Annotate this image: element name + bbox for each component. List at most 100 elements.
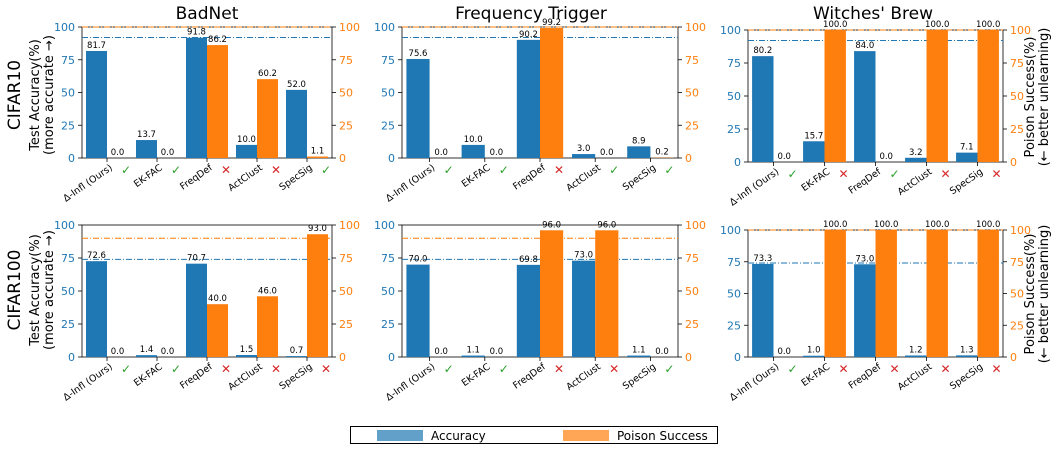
bar-poison <box>307 234 328 357</box>
y-left-tick-label: 100 <box>374 219 395 232</box>
bar-accuracy-value: 1.5 <box>240 345 254 355</box>
y-left-tick-label: 0 <box>68 152 75 165</box>
row-label-cifar10: CIFAR10 <box>5 60 25 130</box>
bar-poison-value: 96.0 <box>542 220 561 230</box>
bar-poison-value: 100.0 <box>925 220 949 230</box>
y-right-tick-label: 25 <box>685 318 699 331</box>
cross-icon: ✕ <box>838 167 848 181</box>
y-right-tick-label: 50 <box>1010 288 1024 301</box>
bar-accuracy-value: 10.0 <box>464 135 483 145</box>
y-right-tick-label: 100 <box>1010 224 1031 237</box>
check-icon: ✓ <box>171 362 181 376</box>
bar-poison-value: 93.0 <box>308 224 327 234</box>
y-right-tick-label: 75 <box>1010 57 1024 70</box>
legend-label-poison-success: Poison Success <box>617 428 708 443</box>
bar-accuracy-value: 3.2 <box>909 148 923 158</box>
bar-accuracy-value: 1.1 <box>632 346 646 356</box>
x-tick-label: FreqDef <box>847 166 884 197</box>
y-right-tick-label: 75 <box>685 54 699 67</box>
bar-accuracy <box>627 146 651 158</box>
y-left-tick-label: 25 <box>61 318 75 331</box>
y-left-tick-label: 25 <box>727 123 741 136</box>
y-left-tick-label: 50 <box>727 90 741 103</box>
bar-accuracy-value: 13.7 <box>137 130 156 140</box>
cross-icon: ✕ <box>221 362 231 376</box>
y-left-tick-label: 25 <box>61 119 75 132</box>
y-left-tick-label: 25 <box>381 318 395 331</box>
y-left-tick-label: 100 <box>54 219 75 232</box>
bar-accuracy <box>406 264 430 357</box>
bar-poison <box>257 296 278 357</box>
x-tick-label: ActClust <box>564 361 603 393</box>
check-icon: ✓ <box>321 163 331 177</box>
bar-accuracy <box>461 355 485 357</box>
x-tick-label: SpecSig <box>948 166 985 197</box>
x-tick-label: Δ-Infl (Ours) <box>728 166 781 208</box>
y-left-title-line1: Test Accuracy(%) <box>28 39 43 152</box>
bar-poison-value: 0.0 <box>879 152 893 162</box>
bar-poison-value: 100.0 <box>925 20 949 30</box>
bar-poison-value: 40.0 <box>208 294 227 304</box>
cross-icon: ✕ <box>271 163 281 177</box>
bar-accuracy-value: 69.8 <box>519 255 538 265</box>
bar-accuracy-value: 75.6 <box>409 49 428 59</box>
y-right-tick-label: 0 <box>685 351 692 364</box>
panel-cifar10-frequency-trigger: 0 0 25 25 50 50 75 75 100 100 75.6 0.0 Δ-Infl (Ours)… <box>374 18 706 204</box>
x-tick-label: FreqDef <box>178 361 215 392</box>
y-right-title-line1: Poison Success(%) <box>1023 37 1038 158</box>
cross-icon: ✕ <box>991 362 1001 376</box>
y-right-tick-label: 75 <box>339 252 353 265</box>
x-tick-label: FreqDef <box>178 162 215 193</box>
bar-poison-value: 0.0 <box>777 152 791 162</box>
bar-poison-value: 100.0 <box>823 220 847 230</box>
y-left-tick-label: 0 <box>68 351 75 364</box>
y-right-tick-label: 50 <box>339 285 353 298</box>
check-icon: ✓ <box>664 163 674 177</box>
legend-swatch-accuracy <box>377 430 423 441</box>
x-tick-label: Δ-Infl (Ours) <box>728 361 781 403</box>
y-left-tick-label: 100 <box>54 21 75 34</box>
bar-accuracy <box>854 51 876 163</box>
cross-icon: ✕ <box>940 362 950 376</box>
column-title-witches-brew: Witches' Brew <box>813 4 933 24</box>
y-right-tick-label: 0 <box>685 152 692 165</box>
x-tick-label: EK-FAC <box>800 166 833 194</box>
y-right-tick-label: 25 <box>1010 123 1024 136</box>
y-right-tick-label: 100 <box>685 21 706 34</box>
bar-accuracy <box>286 356 307 357</box>
check-icon: ✓ <box>121 362 131 376</box>
bar-poison-value: 100.0 <box>976 220 1000 230</box>
check-icon: ✓ <box>444 163 454 177</box>
bar-poison-value: 100.0 <box>976 20 1000 30</box>
check-icon: ✓ <box>444 362 454 376</box>
y-left-title-row2: Test Accuracy(%) (more accurate →) <box>28 230 57 350</box>
x-tick-label: ActClust <box>896 361 935 393</box>
bar-poison-value: 0.0 <box>161 148 175 158</box>
x-tick-label: ActClust <box>564 162 603 194</box>
bar-poison-value: 100.0 <box>874 220 898 230</box>
bar-accuracy <box>752 56 774 162</box>
x-tick-label: Δ-Infl (Ours) <box>384 361 437 403</box>
bar-poison-value: 96.0 <box>597 220 616 230</box>
bar-accuracy <box>905 157 927 162</box>
y-right-tick-label: 100 <box>685 219 706 232</box>
panel-cifar100-badnet: 0 0 25 25 50 50 75 75 100 100 72.6 0.0 Δ-Infl (Ours)… <box>54 219 360 403</box>
bar-poison <box>207 304 228 357</box>
y-right-tick-label: 100 <box>339 21 360 34</box>
bar-accuracy-value: 91.8 <box>187 28 206 38</box>
bar-accuracy-value: 73.0 <box>574 251 593 261</box>
check-icon: ✓ <box>499 163 509 177</box>
bar-accuracy <box>572 154 596 158</box>
bar-poison <box>307 156 328 158</box>
y-right-tick-label: 25 <box>339 119 353 132</box>
bar-accuracy-value: 7.1 <box>960 143 974 153</box>
y-right-tick-label: 0 <box>1010 156 1017 169</box>
bar-accuracy <box>752 263 774 357</box>
check-icon: ✓ <box>889 167 899 181</box>
bar-accuracy <box>406 58 430 158</box>
y-right-tick-label: 0 <box>339 351 346 364</box>
cross-icon: ✕ <box>838 362 848 376</box>
y-left-tick-label: 50 <box>381 285 395 298</box>
bar-accuracy <box>136 355 157 357</box>
bar-poison-value: 0.0 <box>777 347 791 357</box>
